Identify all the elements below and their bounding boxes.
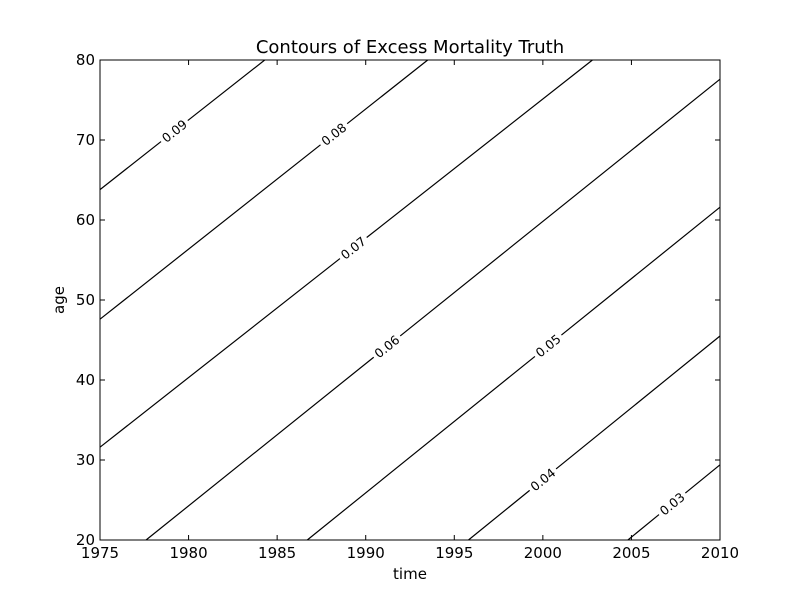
contour-line-0.08 <box>346 59 429 125</box>
y-tick-label: 30 <box>76 451 95 469</box>
y-tick-label: 70 <box>76 131 95 149</box>
x-tick-label: 2010 <box>701 544 739 562</box>
contour-line-0.09 <box>187 59 266 122</box>
contour-label: 0.03 <box>657 489 688 518</box>
contour-lines: 0.09 0.08 0.07 0.06 0.05 0.04 0.03 <box>99 59 721 541</box>
x-tick-label: 1975 <box>81 544 119 562</box>
contour-label: 0.09 <box>159 117 190 146</box>
contour-line-0.04 <box>555 335 721 470</box>
contour-line-0.03 <box>684 464 721 494</box>
contour-line-0.03 <box>627 514 660 541</box>
y-tick-label: 80 <box>76 51 95 69</box>
x-tick-label: 1995 <box>435 544 473 562</box>
x-axis-label: time <box>393 565 427 583</box>
x-tick-label: 2005 <box>612 544 650 562</box>
y-tick-label: 40 <box>76 371 95 389</box>
y-tick-label: 50 <box>76 291 95 309</box>
contour-label: 0.04 <box>527 465 558 494</box>
contour-label: 0.06 <box>371 332 402 361</box>
x-tick-label: 2000 <box>524 544 562 562</box>
contour-line-0.05 <box>306 355 536 541</box>
axis-ticks: 1975 1980 1985 1990 1995 2000 2005 2010 20 30 40 50… <box>76 51 739 562</box>
contour-line-0.08 <box>99 144 321 320</box>
x-tick-label: 1990 <box>347 544 385 562</box>
contour-line-0.05 <box>561 206 721 336</box>
y-axis-label: age <box>50 286 68 314</box>
contour-line-0.07 <box>99 258 341 448</box>
contour-line-0.09 <box>99 141 162 191</box>
y-tick-label: 20 <box>76 531 95 549</box>
chart-title: Contours of Excess Mortality Truth <box>256 37 564 58</box>
contour-label: 0.07 <box>338 234 369 263</box>
contour-label: 0.08 <box>318 120 349 149</box>
contour-line-0.04 <box>468 489 531 541</box>
x-tick-label: 1980 <box>169 544 207 562</box>
contour-label: 0.05 <box>533 331 564 360</box>
y-tick-label: 60 <box>76 211 95 229</box>
plot-frame <box>99 59 721 541</box>
contour-line-0.06 <box>399 78 721 337</box>
contour-line-0.07 <box>366 59 593 238</box>
x-tick-label: 1985 <box>258 544 296 562</box>
contour-line-0.06 <box>145 356 375 541</box>
